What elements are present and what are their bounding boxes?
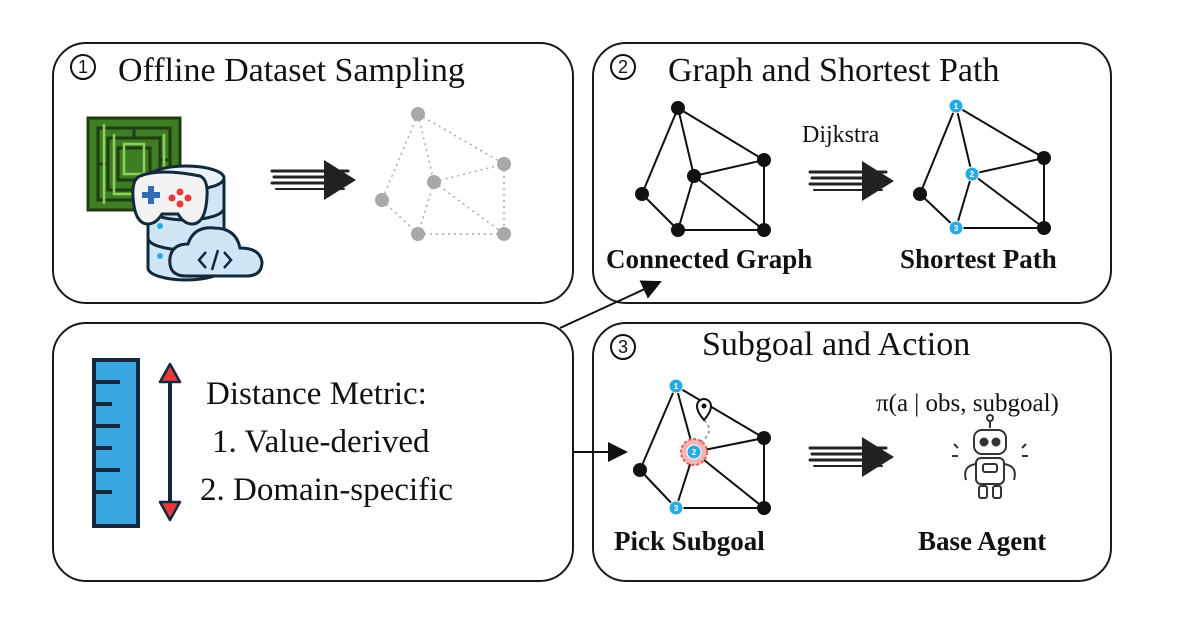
graph-title: Graph and Shortest Path [668,52,1000,89]
pick-subgoal-graph: 1 2 3 [633,378,771,516]
action-arrow [808,437,894,477]
subgoal-marker-2: 2 [692,448,697,457]
pick-subgoal-label: Pick Subgoal [614,526,765,556]
distance-metric-heading: Distance Metric: [206,376,427,412]
cloud-code-icon [168,226,264,278]
shortest-path-graph: 1 2 3 [913,98,1051,236]
robot-icon [952,414,1028,499]
sampled-graph [375,107,511,241]
connected-graph [635,101,771,237]
double-arrow-icon [270,160,356,200]
dijkstra-label: Dijkstra [802,122,880,148]
connector-arrow-to-graph [559,280,662,329]
step-number-2: 2 [610,54,636,80]
gamepad-icon [131,170,209,226]
vertical-double-arrow-icon [158,362,182,522]
panel-subgoal-action [592,322,1112,582]
subgoal-marker-3: 3 [674,504,679,513]
subgoal-marker-1: 1 [674,382,679,391]
location-pin-icon [695,398,713,422]
metric-item-value-derived: 1. Value-derived [212,424,430,460]
base-agent-label: Base Agent [918,526,1047,556]
path-marker-2: 2 [970,170,975,179]
shortest-path-label: Shortest Path [900,244,1057,274]
ruler-icon [92,358,140,528]
step-number-3: 3 [610,334,636,360]
connected-graph-label: Connected Graph [606,244,813,274]
path-marker-1: 1 [954,102,959,111]
metric-item-domain-specific: 2. Domain-specific [200,472,453,508]
sampling-title: Offline Dataset Sampling [118,52,465,89]
dijkstra-arrow [808,161,894,201]
step-number-1: 1 [70,54,96,80]
subgoal-title: Subgoal and Action [702,326,971,363]
policy-label: π(a | obs, subgoal) [876,390,1059,417]
path-marker-3: 3 [954,224,959,233]
